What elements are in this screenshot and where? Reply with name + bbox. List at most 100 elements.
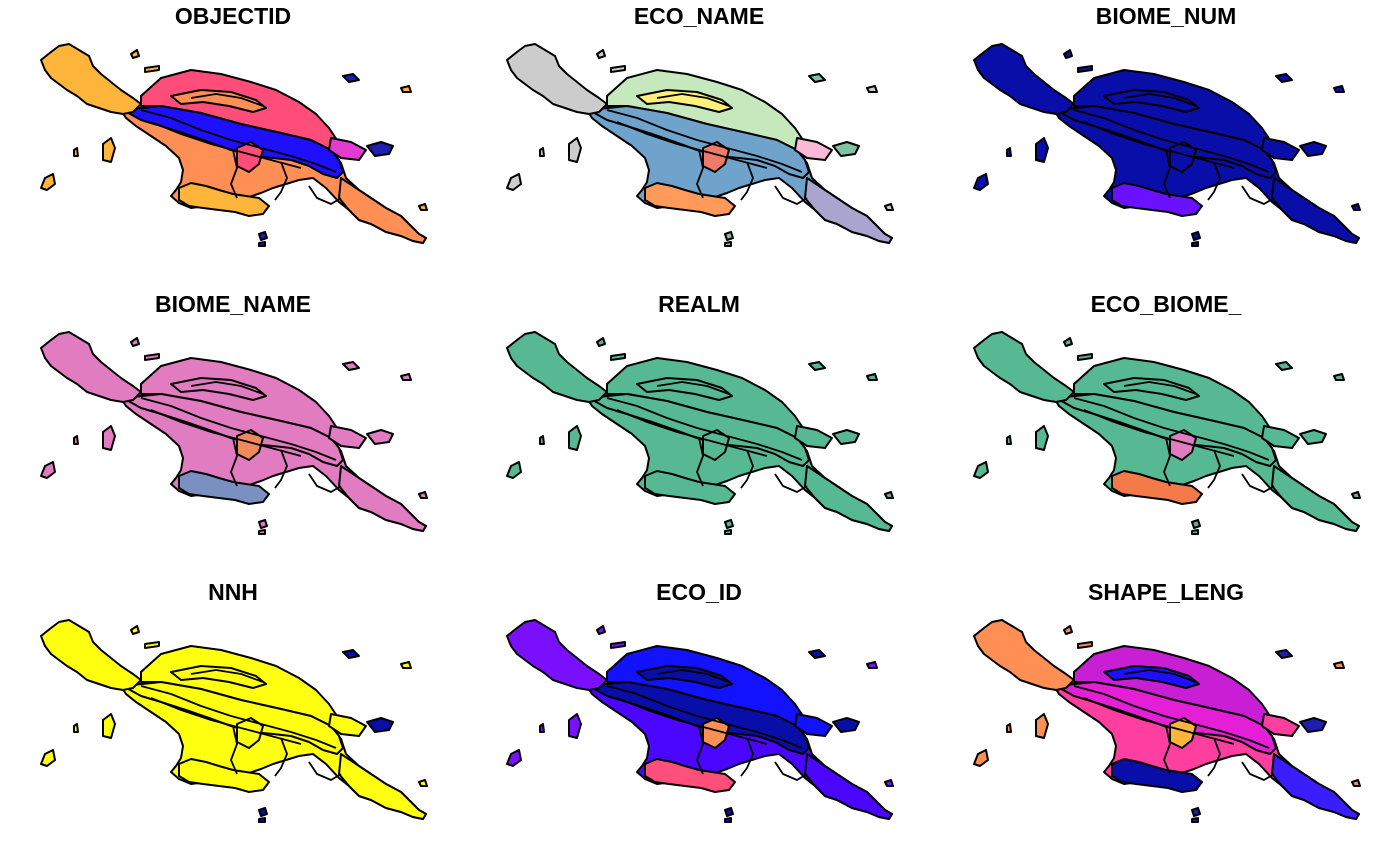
region-map [40,619,428,823]
ecoregion-boundary [1123,669,1197,683]
island [102,713,116,739]
panel-title: BIOME_NUM [1095,3,1237,29]
outer-island [366,429,394,445]
outer-island [258,817,266,823]
region-map [40,331,428,535]
island [866,661,878,669]
region-map [973,331,1361,535]
outer-island [1191,241,1199,247]
ecoregion-boundary [1073,109,1270,173]
island [1333,661,1345,669]
ecoregion-west [973,619,1075,691]
outer-island [1299,141,1327,157]
ecoregion-boundary [190,93,264,107]
outer-island [724,807,734,817]
ecoregion-tail [1271,177,1360,244]
island [1351,779,1361,787]
island [568,137,582,163]
ecoregion-central [588,393,810,467]
map-panel-biome-num: BIOME_NUM [933,0,1399,288]
ecoregion-boundary [1241,473,1275,493]
outer-island [808,361,826,371]
ecoregion-central [1055,681,1277,755]
ecoregion-boundary [616,121,768,169]
island [102,425,116,451]
ecoregion-boundary [616,409,768,457]
island [973,749,989,767]
outer-island [1275,649,1293,659]
ecoregion-boundary [774,761,808,781]
island [596,625,606,635]
island [568,425,582,451]
island [1351,491,1361,499]
island [973,461,989,479]
outer-island [832,717,860,733]
ecoregion-central [588,681,810,755]
ecoregion-boundary [656,93,730,107]
ecoregion-boundary [1241,185,1275,205]
outer-island [258,807,268,817]
map-panel-shape-leng: SHAPE_LENG [933,576,1399,864]
island [418,491,428,499]
panel-title: ECO_BIOME_ [1090,291,1242,317]
region-map [40,43,428,247]
outer-island [724,231,734,241]
ecoregion-boundary [274,737,288,777]
outer-island [1191,231,1201,241]
outer-island [1275,361,1293,371]
island [539,435,545,445]
outer-island [1275,73,1293,83]
island [1333,373,1345,381]
island [610,65,626,73]
ecoregion-south [1111,470,1203,505]
island [102,137,116,163]
ecoregion-boundary [274,449,288,489]
ecoregion-central [122,393,344,467]
ecoregion-central [1055,393,1277,467]
outer-island [832,429,860,445]
map-panel-realm: REALM [466,288,932,576]
outer-island [258,529,266,535]
island [40,173,56,191]
ecoregion-east [794,713,833,737]
ecoregion-boundary [308,473,342,493]
island [144,353,160,361]
ecoregion-tail [1271,753,1360,820]
island [884,203,894,211]
island [1006,147,1012,157]
ecoregion-boundary [696,149,704,199]
island [596,337,606,347]
outer-island [724,241,732,247]
ecoregion-east [794,425,833,449]
ecoregion-boundary [150,409,302,457]
ecoregion-boundary [1123,93,1197,107]
ecoregion-east [328,713,367,737]
ecoregion-ridge [170,377,267,401]
island [1333,85,1345,93]
island [1063,625,1073,635]
island [1077,641,1093,649]
ecoregion-west [506,331,608,403]
island [539,147,545,157]
island [1077,65,1093,73]
island [539,723,545,733]
region-map [506,619,894,823]
outer-island [808,73,826,83]
ecoregion-boundary [656,381,730,395]
outer-island [258,231,268,241]
island [610,353,626,361]
island [610,641,626,649]
island [884,491,894,499]
ecoregion-tail [804,177,893,244]
island [568,713,582,739]
ecoregion-boundary [606,397,803,461]
map-panel-eco-biome: ECO_BIOME_ [933,288,1399,576]
ecoregion-boundary [1163,437,1171,487]
ecoregion-boundary [140,397,337,461]
ecoregion-boundary [1163,149,1171,199]
ecoregion-boundary [190,669,264,683]
ecoregion-east [794,137,833,161]
panel-title: SHAPE_LENG [1088,579,1244,605]
island [1063,337,1073,347]
outer-island [1191,807,1201,817]
